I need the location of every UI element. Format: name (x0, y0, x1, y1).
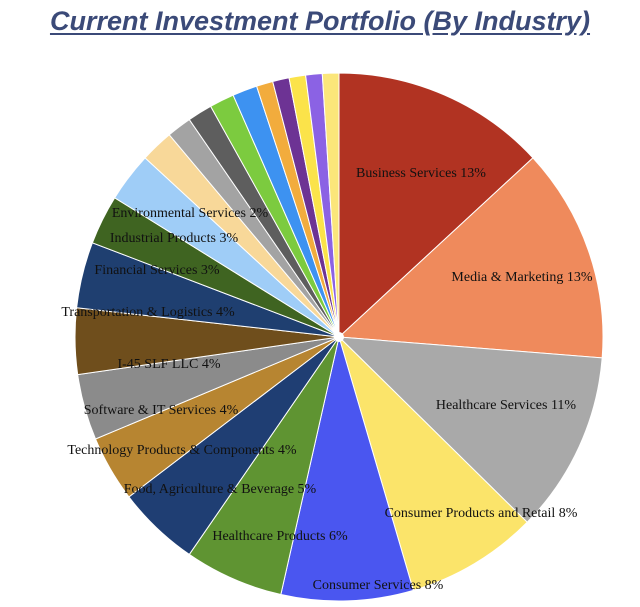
slice-label-media-marketing: Media & Marketing 13% (451, 270, 592, 285)
slice-label-i-45-slf-llc: I-45 SLF LLC 4% (117, 357, 220, 372)
slice-label-healthcare-products: Healthcare Products 6% (212, 529, 348, 544)
pie-slice-healthcare-services (337, 336, 603, 523)
slice-label-consumer-services: Consumer Services 8% (313, 578, 444, 593)
pie-center-dot (334, 332, 344, 342)
pie-slices (74, 72, 604, 602)
slice-label-healthcare-services: Healthcare Services 11% (436, 398, 577, 413)
slice-label-consumer-products-and-retail: Consumer Products and Retail 8% (385, 506, 578, 521)
pie-slice-business-services (338, 72, 534, 339)
slice-label-technology-products-components: Technology Products & Components 4% (67, 443, 297, 458)
pie-slice-media-marketing (337, 157, 604, 359)
pie-labels: Business Services 13% Media & Marketing 1… (61, 166, 593, 593)
chart-title: Current Investment Portfolio (By Industr… (49, 6, 591, 36)
slice-label-software-it-services: Software & IT Services 4% (84, 403, 239, 418)
pie-slice-consumer-services (280, 335, 415, 602)
slice-label-business-services: Business Services 13% (356, 166, 486, 181)
slice-label-transportation-logistics: Transportation & Logistics 4% (61, 305, 235, 320)
slice-label-environmental-services: Environmental Services 2% (112, 206, 269, 221)
slice-label-financial-services: Financial Services 3% (94, 263, 220, 278)
slice-label-industrial-products: Industrial Products 3% (110, 231, 239, 246)
pie-slice-consumer-products-and-retail (337, 335, 528, 591)
pie-slice-unlabeled-22 (321, 72, 340, 338)
slice-label-food-agriculture-beverage: Food, Agriculture & Beverage 5% (124, 482, 317, 497)
